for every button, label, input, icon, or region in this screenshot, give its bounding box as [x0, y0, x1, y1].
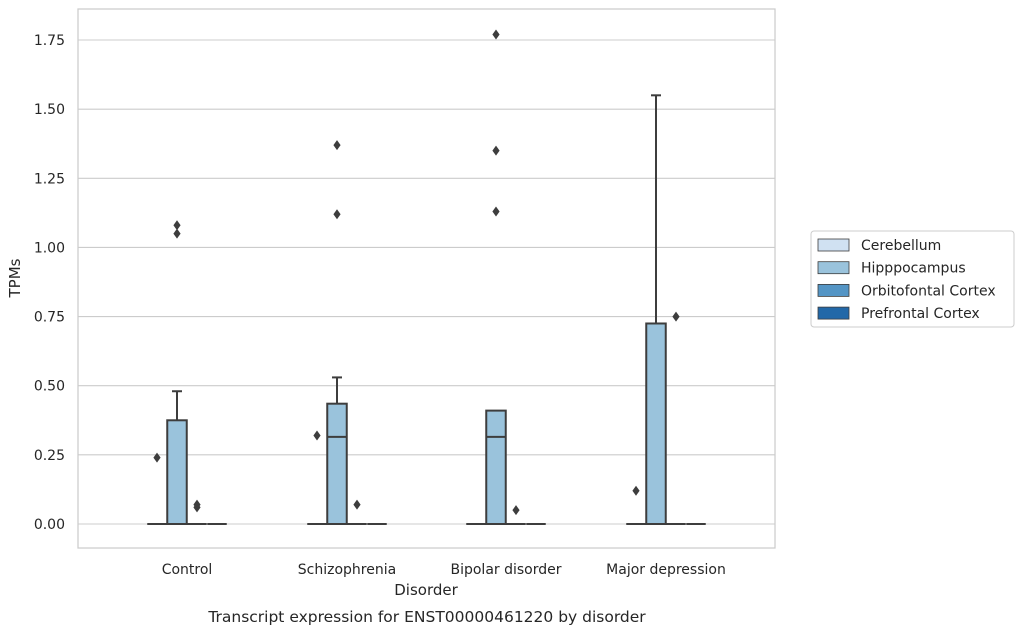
- legend: Cerebellum Hipppocampus Orbitofontal Corte…: [810, 230, 1015, 328]
- series-hipppocampus: [166, 29, 667, 526]
- outlier-point: [193, 499, 201, 510]
- y-tick-label: 1.75: [34, 33, 65, 49]
- chart-caption: Transcript expression for ENST0000046122…: [207, 608, 646, 626]
- plot-frame: [77, 8, 776, 549]
- legend-item: Hipppocampus: [817, 261, 966, 277]
- legend-label: Prefrontal Cortex: [861, 306, 980, 322]
- legend-box: [810, 230, 1015, 328]
- legend-item: Orbitofontal Cortex: [817, 283, 996, 299]
- box: [485, 409, 507, 525]
- y-tick-label: 0.50: [34, 379, 65, 395]
- outlier-point: [173, 228, 181, 239]
- outlier-point: [512, 505, 520, 516]
- legend-swatch: [817, 306, 850, 320]
- y-tick-label: 0.00: [34, 517, 65, 533]
- y-tick-label: 0.25: [34, 448, 65, 464]
- outlier-point: [632, 485, 640, 496]
- box: [166, 419, 188, 525]
- x-tick-label: Bipolar disorder: [450, 562, 561, 578]
- x-tick-labels: Control Schizophrenia Bipolar disorder Majo…: [162, 562, 726, 578]
- outlier-point: [173, 220, 181, 231]
- x-tick-label: Schizophrenia: [298, 562, 396, 578]
- legend-label: Cerebellum: [861, 238, 941, 254]
- legend-swatch: [817, 261, 850, 275]
- outlier-point: [353, 499, 361, 510]
- legend-swatch: [817, 283, 850, 297]
- outlier-point: [492, 206, 500, 217]
- legend-item: Cerebellum: [817, 238, 941, 254]
- outlier-point: [492, 29, 500, 40]
- series-orbitofontal-cortex: [187, 311, 686, 525]
- outlier-point: [333, 140, 341, 151]
- outlier-point: [492, 145, 500, 156]
- outlier-point: [153, 452, 161, 463]
- y-tick-label: 1.50: [34, 102, 65, 118]
- x-tick-label: Control: [162, 562, 213, 578]
- box-series: [147, 29, 706, 526]
- x-axis-label: Disorder: [394, 581, 458, 599]
- outlier-point: [672, 311, 680, 322]
- legend-label: Orbitofontal Cortex: [861, 283, 996, 299]
- outlier-point: [333, 209, 341, 220]
- x-tick-label: Major depression: [606, 562, 726, 578]
- legend-swatch: [817, 238, 850, 252]
- legend-item: Prefrontal Cortex: [817, 306, 980, 322]
- legend-label: Hipppocampus: [861, 261, 966, 277]
- y-tick-labels: 0.00 0.25 0.50 0.75 1.00 1.25 1.50 1.75: [34, 33, 65, 533]
- outlier-point: [313, 430, 321, 441]
- y-tick-label: 1.25: [34, 171, 65, 187]
- y-tick-label: 0.75: [34, 310, 65, 326]
- grid-lines: [78, 39, 775, 525]
- box: [326, 402, 348, 526]
- series-cerebellum: [147, 430, 646, 525]
- y-axis-label: TPMs: [6, 258, 24, 298]
- y-tick-label: 1.00: [34, 240, 65, 256]
- box: [645, 322, 667, 525]
